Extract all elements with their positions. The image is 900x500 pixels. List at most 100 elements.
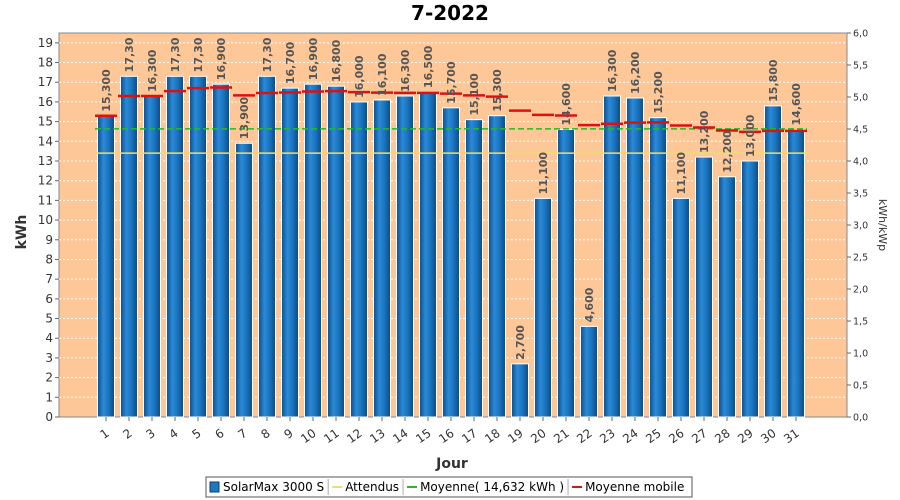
x-tick-label: 7 bbox=[235, 426, 249, 442]
x-axis: 1 2 3 4 5 6 7 8 9 10 11 12 13 14 15 16 17 18 19 20 21 22 23 24 2… bbox=[97, 417, 802, 446]
bar-label: 16,200 bbox=[629, 51, 642, 94]
x-axis-label: Jour bbox=[435, 456, 468, 472]
bar-label: 15,700 bbox=[445, 61, 458, 104]
x-tick-label: 11 bbox=[321, 426, 342, 446]
bar-label: 12,200 bbox=[721, 130, 734, 173]
y-tick-label: 4 bbox=[45, 331, 53, 345]
bar-label: 11,100 bbox=[675, 152, 688, 195]
bar-label: 13,200 bbox=[698, 110, 711, 153]
bar-label: 16,300 bbox=[146, 49, 159, 92]
bar-label: 2,700 bbox=[514, 325, 527, 360]
x-tick-label: 30 bbox=[758, 426, 779, 446]
bar-day-11 bbox=[327, 85, 345, 418]
y2-tick-label: 0,5 bbox=[853, 381, 868, 392]
y-tick-label: 2 bbox=[45, 371, 53, 385]
x-tick-label: 28 bbox=[712, 426, 733, 446]
bar-label: 15,800 bbox=[767, 59, 780, 102]
bar-day-5 bbox=[189, 75, 207, 418]
bar-day-31 bbox=[787, 128, 805, 418]
bar-day-23 bbox=[603, 95, 621, 418]
x-tick-label: 26 bbox=[666, 426, 687, 446]
legend-label: Attendus bbox=[345, 480, 399, 494]
y-tick-label: 14 bbox=[38, 134, 53, 148]
series-lines bbox=[95, 86, 807, 154]
bar-day-27 bbox=[695, 156, 713, 418]
x-tick-label: 23 bbox=[597, 426, 618, 446]
legend-label: SolarMax 3000 S bbox=[223, 480, 324, 494]
legend-label: Moyenne mobile bbox=[585, 480, 684, 494]
bar-day-29 bbox=[741, 160, 759, 418]
bar-label: 16,300 bbox=[606, 49, 619, 92]
y2-tick-label: 4,0 bbox=[853, 157, 868, 168]
bar-label: 14,600 bbox=[560, 83, 573, 126]
bar-label: 17,30 bbox=[123, 37, 136, 72]
y2-axis-label: kWh/kWp bbox=[876, 199, 889, 251]
bar-label: 11,100 bbox=[537, 152, 550, 195]
y-tick-label: 1 bbox=[45, 390, 53, 404]
bar-day-21 bbox=[557, 128, 575, 418]
x-tick-label: 19 bbox=[505, 426, 526, 446]
bar-label: 15,100 bbox=[468, 73, 481, 116]
bar-labels: 15,300 17,30 16,300 17,30 17,30 16,900 13,900 1… bbox=[100, 37, 803, 360]
bar-label: 15,200 bbox=[652, 71, 665, 114]
y-axis-right: 0,0 0,5 1,0 1,5 2,0 2,5 3,0 3,5 4,0 4,5 5,0 5,5 6,0 bbox=[847, 29, 868, 424]
y-tick-label: 17 bbox=[38, 75, 53, 89]
y-tick-label: 8 bbox=[45, 252, 53, 266]
x-tick-label: 29 bbox=[735, 426, 756, 446]
y-tick-label: 15 bbox=[38, 115, 53, 129]
y-tick-label: 9 bbox=[45, 233, 53, 247]
bar-day-1 bbox=[97, 115, 115, 418]
bar-day-8 bbox=[258, 75, 276, 418]
legend-swatch bbox=[209, 481, 220, 493]
x-tick-label: 1 bbox=[97, 426, 111, 442]
bar-label: 17,30 bbox=[192, 37, 205, 72]
bar-day-15 bbox=[419, 91, 437, 418]
bar-label: 15,300 bbox=[491, 69, 504, 112]
bar-label: 17,30 bbox=[261, 37, 274, 72]
bar-day-19 bbox=[511, 363, 529, 418]
bar-day-16 bbox=[442, 107, 460, 418]
bar-day-10 bbox=[304, 83, 322, 418]
x-tick-label: 24 bbox=[620, 426, 641, 446]
bar-label: 16,300 bbox=[399, 49, 412, 92]
y2-tick-label: 1,0 bbox=[853, 349, 868, 360]
bar-label: 16,800 bbox=[330, 39, 343, 82]
x-tick-label: 4 bbox=[166, 426, 180, 442]
bar-label: 16,500 bbox=[422, 45, 435, 88]
x-tick-label: 8 bbox=[258, 426, 272, 442]
bar-day-17 bbox=[465, 119, 483, 418]
chart-title: 7-2022 bbox=[411, 1, 489, 25]
y-tick-label: 7 bbox=[45, 272, 53, 286]
y2-tick-label: 6,0 bbox=[853, 29, 868, 40]
bar-day-12 bbox=[350, 101, 368, 418]
x-tick-label: 6 bbox=[212, 426, 226, 442]
legend-box bbox=[205, 476, 693, 498]
bar-day-18 bbox=[488, 115, 506, 418]
bar-day-7 bbox=[235, 142, 253, 418]
y-tick-label: 13 bbox=[38, 154, 53, 168]
y-tick-label: 3 bbox=[45, 351, 53, 365]
x-tick-label: 12 bbox=[344, 426, 365, 446]
bar-day-25 bbox=[649, 117, 667, 418]
y2-tick-label: 4,5 bbox=[853, 125, 868, 136]
y2-tick-label: 2,5 bbox=[853, 253, 868, 264]
x-tick-label: 20 bbox=[528, 426, 549, 446]
y-tick-label: 0 bbox=[45, 410, 53, 424]
x-tick-label: 31 bbox=[781, 426, 802, 446]
x-tick-label: 3 bbox=[143, 426, 157, 442]
y2-tick-label: 5,5 bbox=[853, 61, 868, 72]
y-tick-label: 16 bbox=[38, 95, 53, 109]
x-tick-label: 9 bbox=[281, 426, 295, 442]
bar-day-6 bbox=[212, 83, 230, 418]
y-tick-label: 19 bbox=[38, 36, 53, 50]
y-tick-label: 12 bbox=[38, 174, 53, 188]
y2-tick-label: 3,5 bbox=[853, 189, 868, 200]
bar-day-20 bbox=[534, 197, 552, 418]
y-axis-label: kWh bbox=[14, 215, 30, 250]
y2-tick-label: 3,0 bbox=[853, 221, 868, 232]
bar-day-22 bbox=[580, 325, 598, 418]
y-tick-label: 6 bbox=[45, 292, 53, 306]
y2-tick-label: 5,0 bbox=[853, 93, 868, 104]
